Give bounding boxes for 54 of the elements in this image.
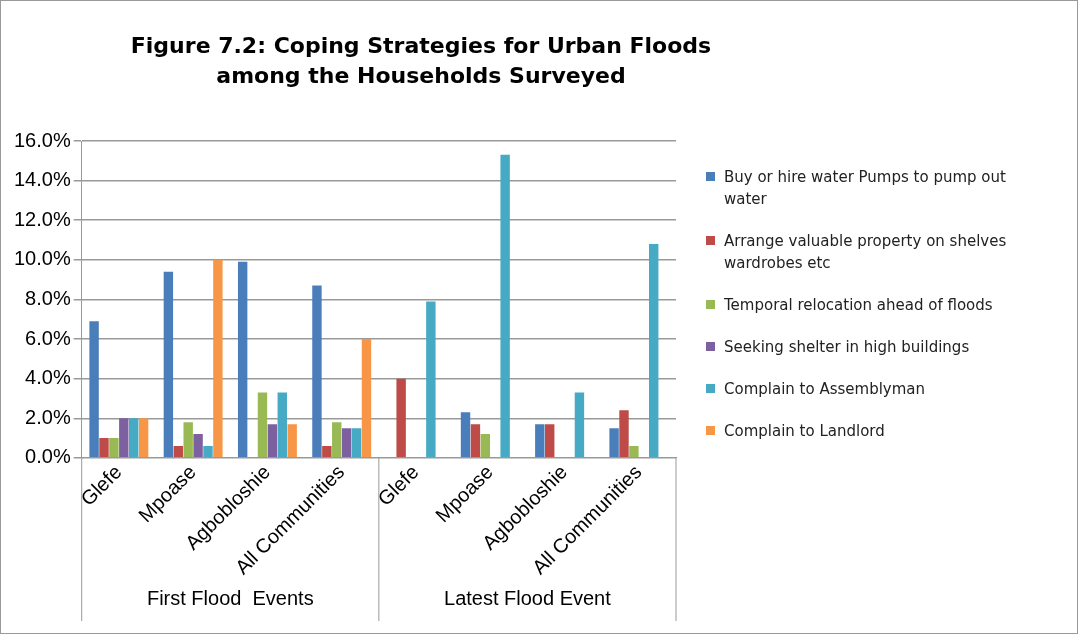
legend-label: Complain to Assemblyman: [724, 379, 926, 400]
chart-title: Figure 7.2: Coping Strategies for Urban Floods among the Households Surveyed: [129, 32, 713, 90]
bar: [609, 428, 619, 458]
bar: [129, 418, 139, 458]
y-tick-label: 2.0%: [25, 405, 71, 428]
legend-label: Complain to Landlord: [724, 421, 885, 442]
bar: [629, 445, 639, 458]
bar: [163, 271, 174, 458]
bar: [89, 321, 99, 458]
bar: [277, 392, 287, 458]
bar: [138, 418, 149, 458]
text: First Flood Events: [146, 586, 314, 609]
bar: [257, 392, 268, 458]
bar: [361, 339, 372, 458]
y-tick-label: 12.0%: [13, 207, 71, 230]
y-tick-label: 6.0%: [25, 326, 71, 349]
legend-label: Buy or hire water Pumps to pump out water: [724, 167, 1007, 210]
bar: [396, 378, 406, 458]
bar: [173, 445, 183, 458]
bar: [193, 434, 203, 458]
legend-label: Seeking shelter in high buildings: [724, 337, 970, 358]
bar: [500, 154, 510, 458]
text: Latest Flood Event: [444, 586, 612, 609]
bar: [99, 438, 109, 458]
legend-label: Temporal relocation ahead of floods: [724, 295, 993, 316]
bar: [322, 445, 332, 458]
y-tick-label: 0.0%: [25, 445, 71, 468]
bar: [535, 424, 545, 458]
bar: [312, 285, 322, 458]
y-tick-label: 14.0%: [13, 168, 71, 191]
bar: [649, 243, 659, 458]
bar: [287, 424, 297, 458]
bar: [426, 301, 436, 458]
legend-label: Arrange valuable property on shelves wardrobes etc: [724, 231, 1008, 274]
y-tick-label: 16.0%: [13, 128, 71, 151]
bar: [332, 422, 342, 458]
y-tick-label: 8.0%: [25, 286, 71, 309]
bar: [109, 438, 119, 458]
bar: [213, 259, 223, 458]
bar: [351, 428, 362, 458]
y-tick-label: 4.0%: [25, 366, 71, 389]
bar: [183, 422, 193, 458]
bar: [574, 392, 585, 458]
bar: [119, 418, 129, 458]
bar: [480, 434, 491, 458]
y-tick-label: 10.0%: [13, 247, 71, 270]
bar: [341, 428, 352, 458]
bar: [267, 424, 278, 458]
bar: [237, 261, 248, 458]
bar: [460, 412, 471, 458]
bar: [203, 445, 213, 458]
bar: [470, 424, 481, 458]
bar: [619, 410, 629, 458]
bar: [545, 424, 555, 458]
